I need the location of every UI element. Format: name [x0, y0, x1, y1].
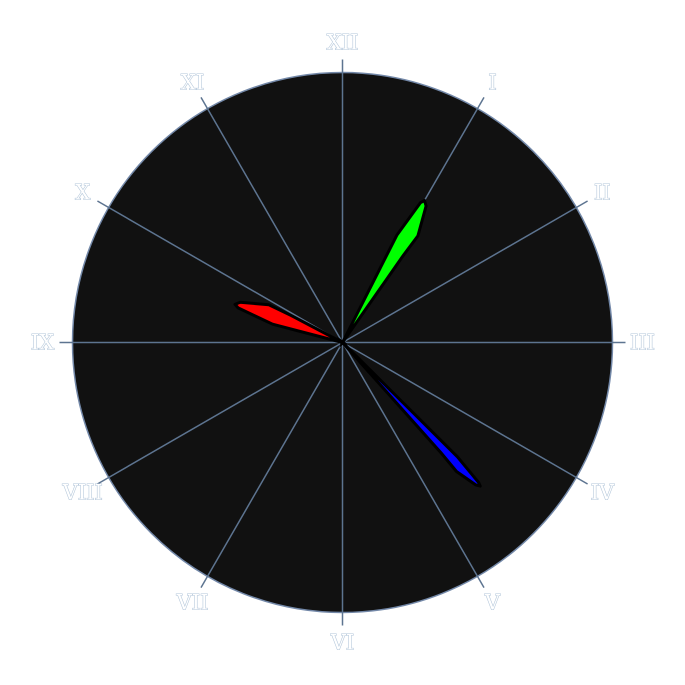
numeral-xii: XII: [327, 31, 359, 55]
numeral-ii: II: [594, 181, 611, 205]
clock-hands: [233, 199, 482, 488]
hour-spoke: [97, 200, 343, 344]
numeral-iii: III: [630, 331, 655, 355]
numeral-ix: IX: [31, 331, 54, 355]
hour-spoke: [342, 341, 588, 485]
numeral-iv: IV: [591, 481, 615, 505]
hour-hand: [233, 300, 344, 344]
numeral-x: X: [75, 181, 90, 205]
hour-spoke: [341, 342, 485, 588]
numeral-viii: VIII: [62, 481, 103, 505]
hour-spoke: [342, 200, 588, 344]
second-hand-tail: [336, 336, 344, 344]
hour-spoke: [200, 342, 344, 588]
minute-hand: [341, 199, 428, 344]
numeral-vi: VI: [330, 631, 354, 655]
hour-spoke: [200, 97, 344, 343]
numeral-v: V: [484, 590, 501, 614]
second-hand: [341, 341, 482, 488]
numeral-xi: XI: [181, 71, 204, 95]
hour-spoke: [97, 341, 343, 485]
numeral-i: I: [488, 71, 496, 95]
hour-numerals: XII I II III IV V VI VII VIII IX X XI: [30, 30, 655, 655]
numeral-vii: VII: [176, 590, 209, 614]
